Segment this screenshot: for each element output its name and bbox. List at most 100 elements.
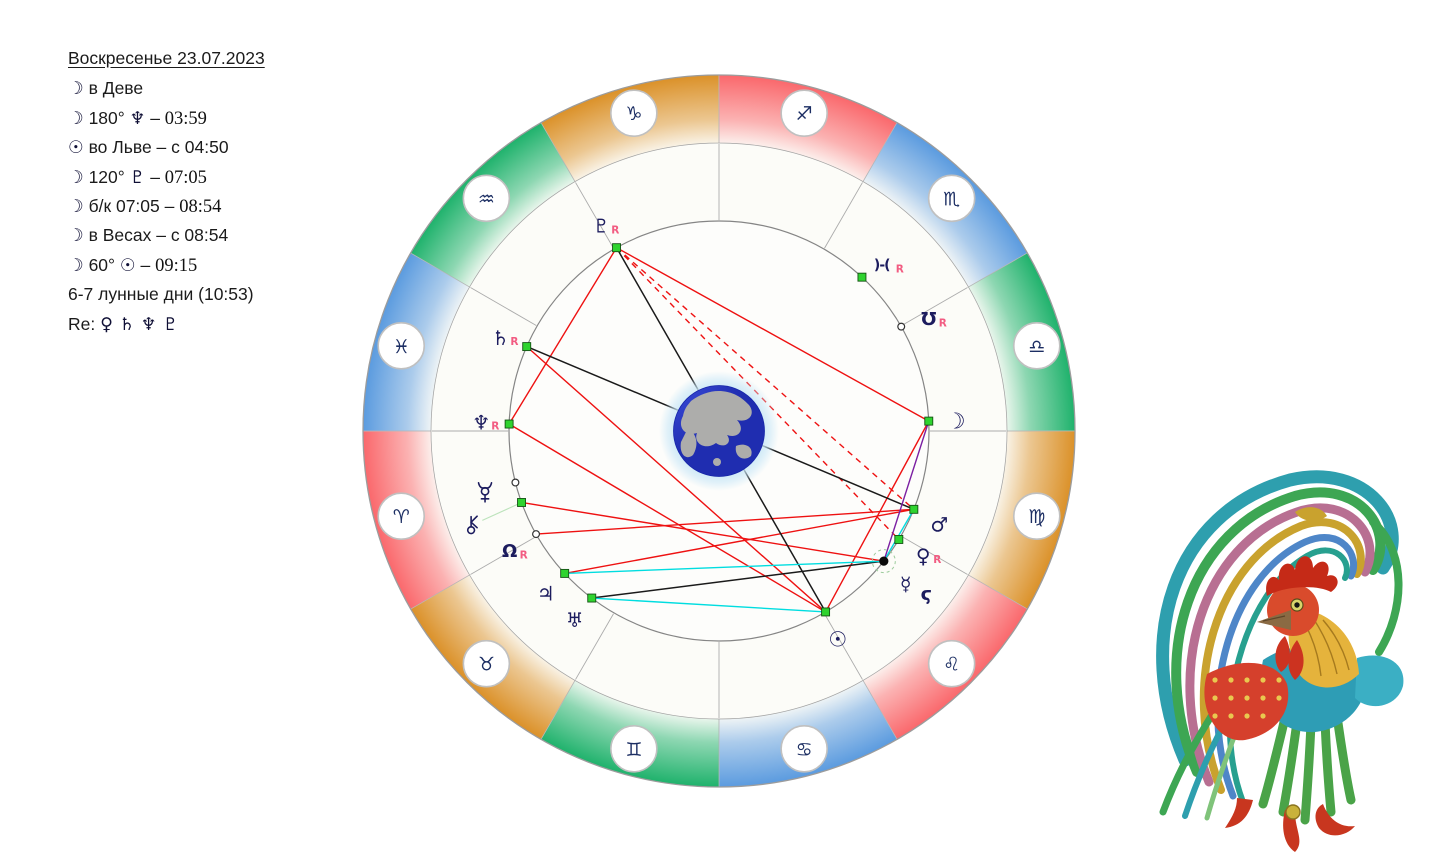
retrograde-label-pluto: R [611,224,619,236]
jacket-pattern [1260,713,1266,719]
info-text: – [145,107,165,128]
info-text: 180° [83,107,130,128]
planet-dot-pluto [612,243,621,253]
aspect-line-saturn-sun [526,346,827,613]
planet-dot-venus [894,535,904,544]
planet-glyph-selena: ϛ [921,583,932,605]
retrograde-label-saturn: R [510,336,518,348]
info-text: б/к 07:05 – [83,195,180,216]
wheel-inner-rim [430,142,1008,720]
jacket [1204,662,1289,741]
earth-globe [659,371,779,491]
astro-glyph: ☉ [68,138,84,159]
tail-feather [1199,518,1365,794]
info-text: 03:59 [164,108,207,129]
aspect-line-pluto-moon [616,247,930,422]
jacket-pattern [1228,713,1234,719]
tail-feather [1156,470,1399,767]
leaf-feather [1295,507,1327,521]
retrograde-label-south-node: R [939,318,947,330]
leg-feathers [1258,713,1290,809]
astrology-wheel: ♑ ♐♏♎♍♌♋♊♉♈♓♒♇ R♄ R♆ RΩ R♃♅☉☿ ϛ♀ R♂☽)-(RƱ R [362,74,1076,788]
zodiac-sign-icon-cancer: ♋ [796,739,813,761]
zodiac-badge-aquarius [462,174,511,223]
planet-glyph-pluto: ♇ [593,215,610,237]
wing-bundle [1355,655,1404,707]
info-line: ☉ во Льве – с 04:50 [68,133,398,162]
aspect-line-moon-mercury [883,420,930,562]
zodiac-badge-scorpio [927,174,976,223]
zodiac-sign-icon-gemini: ♊ [625,739,642,761]
house-cusp-line [901,287,968,326]
zodiac-sign-icon-libra: ♎ [1028,336,1045,358]
zodiac-badge-libra [1012,322,1061,370]
info-text: 08:54 [179,196,222,217]
mane-strand [1322,619,1350,671]
info-text: 6-7 лунные дни (10:53) [68,284,254,305]
info-line: ☽ 60° ☉ – 09:15 [68,251,398,280]
house-cusp-line [575,182,614,249]
info-text: в Деве [83,78,144,99]
info-text: 60° [83,254,120,275]
zodiac-sign-icon-capricorn: ♑ [625,103,642,125]
info-line: ☽ в Деве [68,74,398,103]
tail-feather [1185,503,1375,787]
jacket-pattern [1244,713,1250,719]
planet-dot-south-node [897,322,906,331]
aspect-line-uranus-mercury [591,560,884,599]
zodiac-sign-icon-aquarius: ♒ [478,188,495,210]
zodiac-badge-leo [927,639,976,688]
leg-feathers [1278,717,1302,817]
beak [1257,610,1291,630]
planet-glyph-venus: ♀ [916,544,931,568]
planet-glyph-saturn: ♄ [491,326,509,350]
info-line: ☽ 180° ♆ – 03:59 [68,104,398,133]
astro-glyph: ☽ [68,79,84,100]
ephemeris-panel: Воскресенье 23.07.2023 ☽ в Деве ☽ 180° ♆ … [68,44,398,339]
planet-glyph-moon: ☽ [946,410,966,435]
planet-glyph-proserpina [477,482,493,503]
info-text: – [135,254,156,275]
boot [1283,810,1300,852]
jacket-pattern [1212,677,1218,683]
zodiac-sign-icon-aries: ♈ [393,506,410,528]
comb [1266,556,1338,596]
astro-glyph: ☽ [68,226,84,247]
planet-dot-north-node [532,530,541,539]
ankle-band [1285,804,1301,820]
planet-glyph-neptune: ♆ [472,410,490,434]
astro-glyph: ☽ [68,108,84,129]
zodiac-sign-icon-virgo: ♍ [1028,506,1045,528]
astro-glyph: ♆ [129,108,146,129]
astro-glyph: ☽ [68,167,84,188]
wattle [1275,636,1290,672]
planet-dot-uranus [587,593,597,603]
info-text: 09:15 [155,255,198,276]
jacket-pattern [1276,677,1282,683]
planet-glyph-sun: ☉ [828,627,847,651]
tail-feather [1369,518,1403,656]
zodiac-badge-capricorn [610,89,658,138]
jacket-pattern [1260,695,1266,701]
aspect-line-jupiter-mercury [564,560,884,575]
zodiac-badge-taurus [462,639,511,688]
zodiac-sign-icon-taurus: ♉ [478,654,495,676]
jacket-pattern [1212,713,1218,719]
retrograde-label-lilith: R [896,263,904,275]
aspect-line-chiron-mercury [521,501,884,562]
jacket-pattern [1244,695,1250,701]
zodiac-badge-pisces [377,322,426,370]
zodiac-badge-virgo [1012,492,1061,540]
mane-strand [1312,617,1338,675]
house-cusp-line [824,182,863,249]
jacket-pattern [1260,677,1266,683]
info-line: ☽ б/к 07:05 – 08:54 [68,192,398,221]
zodiac-sign-icon-sagittarius: ♐ [796,103,813,125]
house-cusp-line [824,613,863,680]
wheel-outer-rim [362,74,1076,788]
aspect-line-pluto-neptune [508,247,618,425]
planet-glyph-lilith: )-( [874,257,890,273]
zodiac-badge-cancer [780,724,828,773]
boot [1315,804,1355,836]
pupil [1294,602,1300,608]
